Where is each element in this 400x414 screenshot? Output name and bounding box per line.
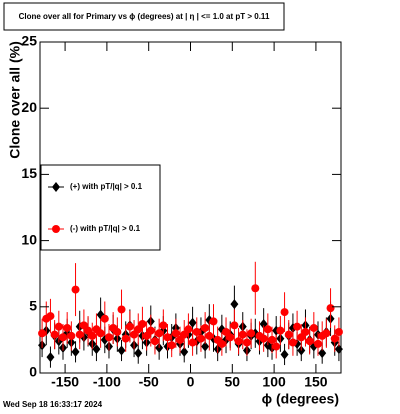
marker bbox=[117, 305, 126, 314]
x-tick-label: 150 bbox=[304, 374, 328, 390]
marker bbox=[188, 338, 197, 347]
title-box bbox=[3, 2, 285, 31]
marker bbox=[280, 349, 289, 360]
marker bbox=[134, 348, 143, 359]
y-axis-label: Clone over all (%) bbox=[7, 41, 23, 158]
marker bbox=[100, 314, 109, 323]
y-tick-label: 20 bbox=[21, 99, 37, 115]
x-tick-label: 50 bbox=[225, 374, 241, 390]
y-tick-label: 5 bbox=[29, 298, 37, 314]
marker bbox=[322, 329, 331, 338]
marker bbox=[288, 338, 297, 347]
marker bbox=[125, 322, 134, 331]
marker bbox=[301, 327, 310, 336]
marker bbox=[155, 329, 164, 338]
marker bbox=[88, 331, 97, 340]
marker bbox=[201, 341, 210, 352]
marker bbox=[259, 334, 268, 343]
marker bbox=[180, 346, 189, 357]
footer-date: Wed Sep 18 16:33:17 2024 bbox=[3, 400, 103, 409]
y-tick-label: 15 bbox=[21, 165, 37, 181]
x-tick-label: -100 bbox=[93, 374, 121, 390]
plot-area bbox=[38, 261, 343, 368]
marker bbox=[330, 334, 339, 343]
marker bbox=[46, 312, 55, 321]
marker bbox=[192, 327, 201, 336]
marker bbox=[247, 329, 256, 338]
marker bbox=[276, 326, 285, 335]
marker bbox=[334, 327, 343, 336]
marker bbox=[217, 339, 226, 348]
marker bbox=[52, 182, 60, 192]
marker bbox=[113, 327, 122, 336]
marker bbox=[92, 344, 101, 355]
marker bbox=[201, 323, 210, 332]
legend-label: (-) with pT/|q| > 0.1 bbox=[70, 224, 141, 233]
marker bbox=[263, 325, 272, 334]
marker bbox=[318, 348, 327, 359]
marker bbox=[242, 338, 251, 347]
y-tick-label: 0 bbox=[29, 364, 37, 380]
chart-title: Clone over all for Primary vs ϕ (degrees… bbox=[19, 12, 270, 21]
y-tick-label: 10 bbox=[21, 231, 37, 247]
marker bbox=[234, 337, 243, 346]
marker bbox=[150, 337, 159, 346]
marker bbox=[205, 331, 214, 340]
marker bbox=[75, 330, 84, 339]
legend bbox=[40, 164, 161, 251]
marker bbox=[226, 333, 235, 342]
marker bbox=[117, 345, 126, 356]
marker bbox=[46, 352, 55, 363]
marker bbox=[171, 329, 180, 338]
marker bbox=[52, 225, 60, 233]
marker bbox=[309, 323, 318, 332]
marker bbox=[280, 308, 289, 317]
marker bbox=[272, 342, 281, 351]
marker bbox=[159, 321, 168, 330]
marker bbox=[54, 322, 63, 331]
marker bbox=[138, 320, 147, 329]
marker bbox=[230, 299, 239, 310]
marker bbox=[326, 304, 335, 313]
y-tick-label: 25 bbox=[21, 33, 37, 49]
marker bbox=[251, 284, 260, 293]
marker bbox=[71, 285, 80, 294]
x-axis-label: ϕ (degrees) bbox=[262, 391, 339, 407]
x-tick-label: 100 bbox=[262, 374, 286, 390]
marker bbox=[67, 331, 76, 340]
marker bbox=[104, 333, 113, 342]
marker bbox=[167, 341, 176, 350]
marker bbox=[268, 335, 277, 344]
x-tick-label: -150 bbox=[51, 374, 79, 390]
marker bbox=[334, 344, 343, 355]
x-tick-label: -50 bbox=[139, 374, 159, 390]
marker bbox=[314, 339, 323, 348]
marker bbox=[58, 333, 67, 342]
marker bbox=[238, 330, 247, 339]
marker bbox=[209, 317, 218, 326]
marker bbox=[96, 329, 105, 338]
legend-label: (+) with pT/|q| > 0.1 bbox=[70, 182, 143, 191]
marker bbox=[121, 334, 130, 343]
marker bbox=[38, 329, 47, 338]
marker bbox=[63, 323, 72, 332]
marker bbox=[293, 322, 302, 331]
marker bbox=[196, 334, 205, 343]
x-tick-label: 0 bbox=[187, 374, 195, 390]
marker bbox=[230, 321, 239, 330]
marker bbox=[50, 330, 59, 339]
marker bbox=[146, 326, 155, 335]
marker bbox=[284, 330, 293, 339]
marker bbox=[71, 346, 80, 357]
marker bbox=[163, 333, 172, 342]
marker bbox=[305, 337, 314, 346]
marker bbox=[184, 325, 193, 334]
marker bbox=[188, 317, 197, 328]
series bbox=[38, 261, 343, 359]
